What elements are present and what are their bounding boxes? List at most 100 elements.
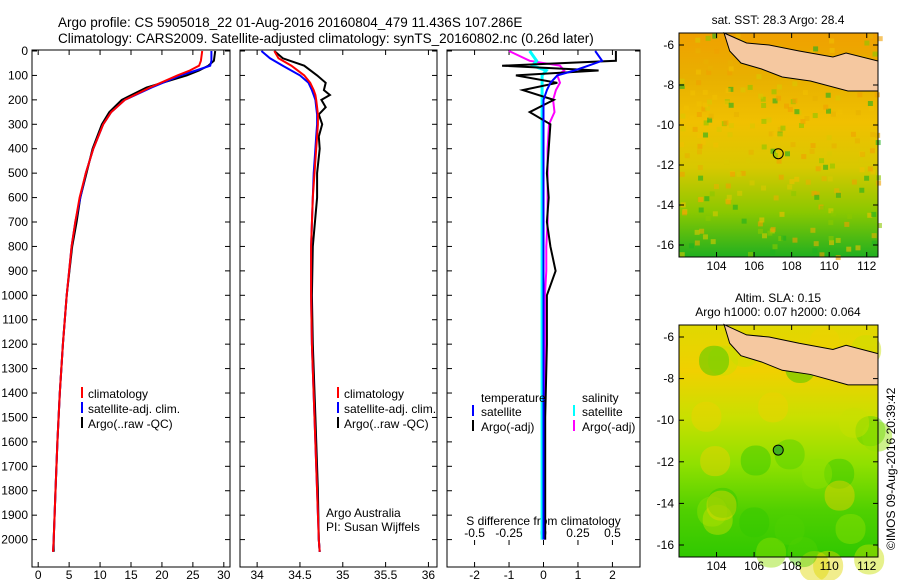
y-tick-label: 300 [8,117,28,131]
map-texture [679,171,685,177]
map-texture [784,103,790,109]
map-texture [801,154,807,160]
legend-label: climatology [88,387,148,401]
map-texture [728,86,734,92]
map-texture [700,446,731,477]
map-texture [804,116,810,122]
map-texture [696,111,702,117]
map-sst: 104 106 108 110 112 -6 -8 -10 -12 -14 -16 [657,32,883,273]
map-texture [784,151,790,157]
map-texture [725,88,731,94]
map-texture [829,240,835,246]
y-tick-label: 1800 [1,484,28,498]
map-texture [758,93,764,99]
x-tick-label: 30 [217,568,231,580]
argo-float-marker [772,444,784,456]
map-texture [703,120,709,126]
y-tick-label: 1900 [1,508,28,522]
map-texture [756,74,762,80]
map-texture [810,227,816,233]
lat-tick-label: -8 [663,78,674,92]
map-texture [850,131,856,137]
y-tick-label: 500 [8,166,28,180]
map-texture [864,175,870,181]
map-texture [684,80,690,86]
map-texture [727,60,733,66]
map-texture [835,513,866,544]
map-texture [698,175,704,181]
map-texture [792,81,798,87]
x-tick-label: 34.5 [288,568,312,580]
lat-tick-label: -16 [657,538,675,552]
map-texture [772,244,778,250]
annotation-text: Argo Australia [326,506,401,520]
lat-tick-label: -6 [663,38,674,52]
map-texture [740,87,746,93]
map-texture [869,148,875,154]
map-texture [732,204,738,210]
map-texture [798,122,804,128]
map-texture [708,345,739,376]
map-texture [829,163,835,169]
map-texture [835,192,841,198]
lat-tick-label: -16 [657,238,675,252]
map-texture [741,218,747,224]
map-texture [778,174,784,180]
map-frame [678,32,879,258]
lat-tick-label: -10 [657,118,675,132]
y-tick-label: 100 [8,68,28,82]
map-texture [774,514,805,545]
x-tick-label: 5 [66,568,73,580]
map-texture [698,196,704,202]
map-texture [737,190,743,196]
map-texture [781,235,787,241]
map-texture [834,188,840,194]
y-tick-label: 0 [21,44,28,58]
legend-label: Argo(-adj) [582,420,635,434]
map-texture [768,131,774,137]
series-line-climatology [273,50,321,552]
map-texture [828,208,834,214]
map-texture [820,205,826,211]
legend-label: satellite [481,405,522,419]
title-line-1: Argo profile: CS 5905018_22 01-Aug-2016 … [58,15,523,30]
y-tick-label: 1300 [1,362,28,376]
map-texture [740,445,771,476]
map-texture [776,158,782,164]
map-texture [694,240,700,246]
map-texture [716,126,722,132]
map-texture [864,40,870,46]
annotation-text: PI: Susan Wijffels [326,520,420,534]
map-texture [692,126,698,132]
map-texture [770,249,776,255]
map-texture [688,243,694,249]
map-texture [802,458,833,489]
map-texture [821,176,827,182]
map-texture [777,126,783,132]
map-texture [691,401,722,432]
map-texture [787,537,818,568]
map-texture [867,101,873,107]
x2-tick-label: 0.25 [566,526,590,540]
y-tick-label: 1400 [1,386,28,400]
map-texture [871,233,877,239]
map-texture [855,110,861,116]
map-texture [810,143,816,149]
series-line-climatology [52,50,204,552]
y-tick-label: 200 [8,93,28,107]
map-texture [698,207,704,213]
map-texture [694,229,700,235]
lon-tick-label: 108 [782,259,802,273]
map-texture [772,131,778,137]
panel-frame [239,49,438,568]
map-texture [708,113,714,119]
map-texture [846,246,852,252]
map-texture [679,83,685,89]
map-texture [730,171,736,177]
map-frame [678,324,879,558]
map-texture [869,105,875,111]
map-texture [705,35,711,41]
map-texture [702,89,708,95]
